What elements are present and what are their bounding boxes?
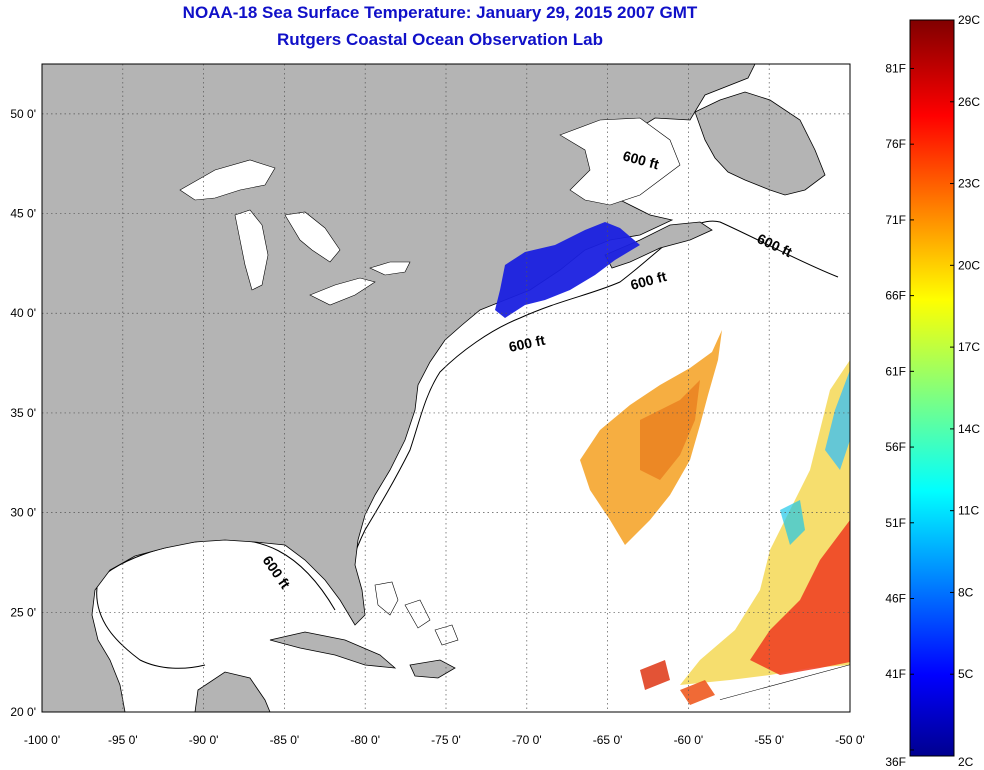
colorbar-fahrenheit-label: 46F <box>885 592 906 606</box>
contour-label-mid-atlantic: 600 ft <box>507 332 546 355</box>
north-america-landmass <box>42 64 756 712</box>
colorbar-celsius-label: 26C <box>958 95 980 109</box>
lake-erie <box>309 277 376 306</box>
latitude-tick-label: 20 0' <box>10 705 36 719</box>
colorbar-celsius-label: 17C <box>958 340 980 354</box>
longitude-tick-label: -70 0' <box>512 733 542 747</box>
bahamas-banks <box>374 581 459 646</box>
colorbar-fahrenheit-label: 66F <box>885 289 906 303</box>
cuba-landmass <box>269 631 397 669</box>
map-frame <box>41 63 851 713</box>
longitude-tick-label: -90 0' <box>189 733 219 747</box>
sst-caribbean-warm <box>640 660 670 690</box>
colorbar-fahrenheit-label: 81F <box>885 61 906 75</box>
yucatan-landmass <box>194 671 271 712</box>
colorbar-celsius-label: 11C <box>958 504 979 518</box>
longitude-tick-label: -65 0' <box>593 733 623 747</box>
latitude-tick-label: 30 0' <box>10 506 36 520</box>
latitude-tick-label: 35 0' <box>10 406 36 420</box>
colorbar-celsius-label: 2C <box>958 755 974 769</box>
lake-huron <box>284 211 341 263</box>
lake-ontario <box>369 261 411 276</box>
colorbar-celsius-label: 14C <box>958 422 980 436</box>
latitude-tick-label: 45 0' <box>10 207 36 221</box>
no-data-area <box>720 665 850 712</box>
sst-gulf-of-maine <box>495 222 640 318</box>
gulf-of-st-lawrence <box>559 117 681 206</box>
colorbar-fahrenheit-labels: 81F 76F 71F 66F 61F 56F 51F 46F 41F 36F <box>885 61 914 769</box>
colorbar-celsius-label: 29C <box>958 13 980 27</box>
longitude-tick-label: -50 0' <box>835 733 865 747</box>
colorbar-fahrenheit-label: 51F <box>885 516 906 530</box>
lake-michigan <box>234 209 269 291</box>
longitude-tick-label: -100 0' <box>24 733 60 747</box>
colorbar-celsius-labels: 29C 26C 23C 20C 17C 14C 11C 8C 5C 2C <box>950 13 980 769</box>
temperature-colorbar <box>909 19 955 757</box>
colorbar-fahrenheit-label: 56F <box>885 440 906 454</box>
colorbar-fahrenheit-label: 61F <box>885 364 906 378</box>
map-grid <box>42 64 850 712</box>
colorbar-fahrenheit-label: 41F <box>885 667 906 681</box>
colorbar-celsius-label: 5C <box>958 667 974 681</box>
sst-gulf-stream-core <box>640 380 700 480</box>
map-title: NOAA-18 Sea Surface Temperature: January… <box>182 3 698 22</box>
newfoundland-landmass <box>694 91 826 196</box>
longitude-tick-label: -75 0' <box>431 733 461 747</box>
hispaniola-landmass <box>409 659 456 679</box>
latitude-tick-label: 40 0' <box>10 306 36 320</box>
latitude-tick-labels: 20 0' 25 0' 30 0' 35 0' 40 0' 45 0' 50 0' <box>10 107 36 719</box>
colorbar-celsius-label: 23C <box>958 177 980 191</box>
map-subtitle: Rutgers Coastal Ocean Observation Lab <box>277 30 603 49</box>
longitude-tick-label: -80 0' <box>350 733 380 747</box>
sst-southeast-warm <box>750 520 850 675</box>
colorbar-fahrenheit-label: 76F <box>885 137 906 151</box>
longitude-tick-label: -95 0' <box>108 733 138 747</box>
longitude-tick-label: -55 0' <box>754 733 784 747</box>
nova-scotia-landmass <box>604 221 713 269</box>
colorbar-fahrenheit-label: 71F <box>885 213 906 227</box>
colorbar-celsius-label: 20C <box>958 258 980 272</box>
sst-east-cool-patch <box>780 500 805 545</box>
colorbar-celsius-label: 8C <box>958 585 974 599</box>
longitude-tick-labels: -100 0' -95 0' -90 0' -85 0' -80 0' -75 0' -70… <box>24 733 865 747</box>
longitude-tick-label: -85 0' <box>270 733 300 747</box>
latitude-tick-label: 25 0' <box>10 605 36 619</box>
sst-east-cool <box>825 370 850 470</box>
longitude-tick-label: -60 0' <box>674 733 704 747</box>
latitude-tick-label: 50 0' <box>10 107 36 121</box>
colorbar-fahrenheit-label: 36F <box>885 755 906 769</box>
